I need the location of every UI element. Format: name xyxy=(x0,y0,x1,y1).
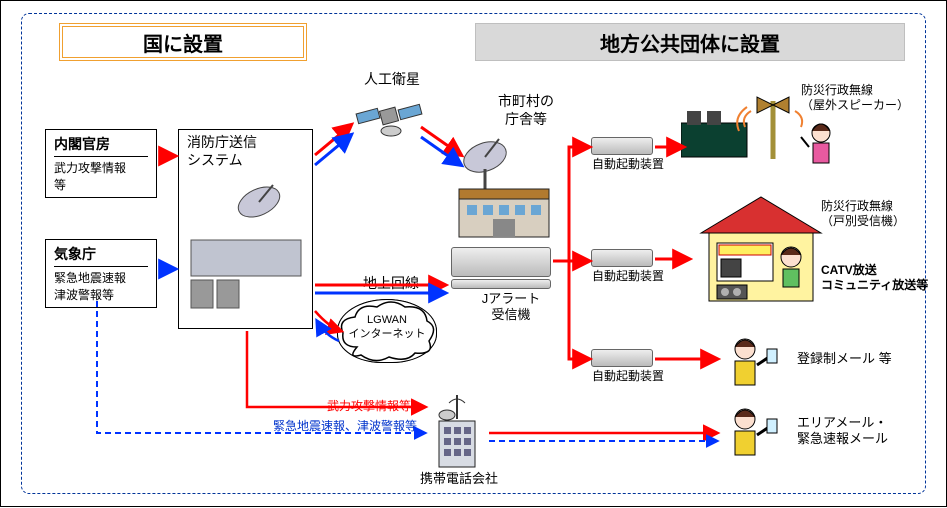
cloud-label: LGWAN インターネット xyxy=(337,313,437,342)
receiver-device xyxy=(451,247,551,277)
fdma-label: 消防庁送信 システム xyxy=(187,134,304,169)
autostart-3-label: 自動起動装置 xyxy=(583,369,673,384)
fdma-icon xyxy=(181,160,311,310)
receiver-device-2 xyxy=(451,279,551,289)
autostart-2 xyxy=(591,249,653,267)
autostart-3 xyxy=(591,349,653,367)
outdoor-label: 防災行政無線 （屋外スピーカー） xyxy=(801,83,931,113)
autostart-1 xyxy=(591,137,653,155)
box-fdma: 消防庁送信 システム xyxy=(178,129,313,329)
header-national: 国に設置 xyxy=(59,23,307,61)
box-cabinet-sub: 武力攻撃情報 等 xyxy=(54,159,148,193)
box-jma-title: 気象庁 xyxy=(54,244,148,267)
autostart-2-label: 自動起動装置 xyxy=(583,269,673,284)
box-cabinet: 内閣官房 武力攻撃情報 等 xyxy=(45,129,157,198)
receiver-label: Jアラート 受信機 xyxy=(471,291,551,324)
carrier-label: 携帯電話会社 xyxy=(405,471,513,487)
box-cabinet-title: 内閣官房 xyxy=(54,134,148,157)
satellite-label: 人工衛星 xyxy=(347,71,437,89)
bottom-red-label: 武力攻撃情報等 xyxy=(281,399,411,414)
catv-label: CATV放送 コミュニティ放送等 xyxy=(821,263,941,293)
ground-line-label: 地上回線 xyxy=(351,275,431,293)
areamail-label: エリアメール・ 緊急速報メール xyxy=(797,415,927,448)
diagram-root: 国に設置 地方公共団体に設置 内閣官房 武力攻撃情報 等 気象庁 緊急地震速報 … xyxy=(0,0,947,507)
indoor-label: 防災行政無線 （戸別受信機） xyxy=(821,199,941,229)
box-jma: 気象庁 緊急地震速報 津波警報等 xyxy=(45,239,157,308)
cloud-lgwan: LGWAN インターネット xyxy=(337,299,437,363)
autostart-1-label: 自動起動装置 xyxy=(583,157,673,172)
municipal-label: 市町村の 庁舎等 xyxy=(481,93,571,128)
header-national-label: 国に設置 xyxy=(143,28,223,57)
bottom-blue-label: 緊急地震速報、津波警報等 xyxy=(237,419,417,434)
regmail-label: 登録制メール 等 xyxy=(797,351,927,367)
box-jma-sub: 緊急地震速報 津波警報等 xyxy=(54,269,148,303)
header-local: 地方公共団体に設置 xyxy=(475,23,905,61)
header-local-label: 地方公共団体に設置 xyxy=(600,28,780,57)
